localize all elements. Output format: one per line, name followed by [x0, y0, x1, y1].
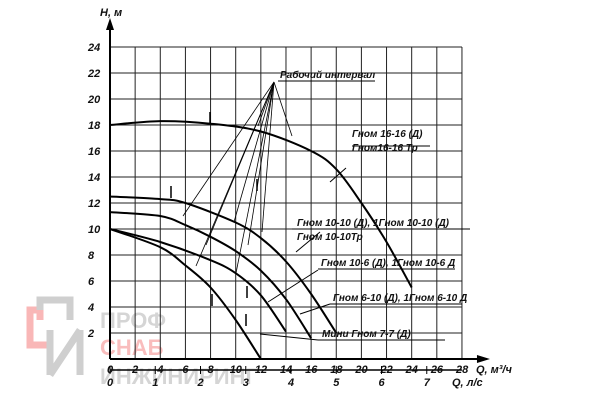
- y-tick-label: 18: [88, 120, 101, 132]
- x-tick-label: 8: [208, 364, 215, 376]
- x-tick-label: 28: [455, 364, 469, 376]
- curve-label: Гном 6-10 (Д), 1Гном 6-10 Д: [333, 293, 467, 304]
- x2-tick-label: 3: [243, 377, 249, 389]
- working-interval-leader: [273, 81, 293, 137]
- x-tick-label: 24: [405, 364, 418, 376]
- curve-gnom-6-10: [109, 228, 287, 333]
- watermark-line1: ПРОФ: [100, 308, 166, 333]
- y-axis-arrow: [106, 18, 114, 30]
- watermark-logo: ПРОФ СНАБ ИНЖИНИРИНГ: [26, 296, 258, 389]
- leader-line: [259, 333, 319, 341]
- grid: [110, 46, 463, 359]
- curves: [109, 120, 413, 360]
- y-tick-label: 14: [88, 172, 100, 184]
- x-axis-arrow: [476, 355, 490, 363]
- x-tick-label: 26: [430, 364, 444, 376]
- x-tick-label: 6: [182, 364, 189, 376]
- curve-label: Гном 10-10Тр: [297, 232, 363, 243]
- watermark-line3: ИНЖИНИРИНГ: [100, 364, 258, 389]
- y-tick-label: 6: [88, 276, 95, 288]
- y-axis-label: H, м: [100, 7, 122, 19]
- x-tick-label: 16: [305, 364, 318, 376]
- working-interval-leader: [235, 81, 275, 274]
- y-tick-label: 8: [88, 250, 95, 262]
- working-interval-leader: [195, 81, 275, 267]
- curve-gnom-16-16: [109, 120, 413, 288]
- axes: H, м246810121416182022240246810121416182…: [87, 7, 512, 389]
- working-interval-leader: [257, 81, 275, 127]
- x-tick-label: 18: [330, 364, 343, 376]
- x-tick-label: 2: [131, 364, 138, 376]
- x-tick-label: 22: [380, 364, 393, 376]
- leader-line: [299, 303, 331, 315]
- x-tick-label: 10: [230, 364, 243, 376]
- y-tick-label: 2: [87, 328, 94, 340]
- working-interval-leader: [182, 81, 275, 217]
- annotations: Гном 16-16 (Д) Гном16-16 Тр Гном 10-10 (Д)…: [170, 69, 470, 341]
- curve-label: Гном 10-6 (Д), 1Гном 10-6 Д: [321, 258, 455, 269]
- x2-tick-label: 2: [197, 377, 204, 389]
- curve-gnom-10-6: [109, 211, 312, 339]
- x2-tick-label: 7: [424, 377, 431, 389]
- y-tick-label: 22: [87, 68, 100, 80]
- y-tick-label: 16: [88, 146, 101, 158]
- working-interval-leader: [247, 81, 275, 246]
- working-interval-leader: [233, 81, 275, 223]
- y-tick-label: 12: [88, 198, 100, 210]
- x2-tick-label: 0: [107, 377, 114, 389]
- curve-label: Гном 10-10 (Д), 1Гном 10-10 (Д): [297, 218, 450, 229]
- leader-line: [267, 269, 319, 303]
- working-interval-leader: [261, 81, 275, 233]
- leader-line: [329, 167, 347, 183]
- y-tick-label: 24: [87, 42, 100, 54]
- curve-label: Гном 16-16 (Д): [352, 129, 423, 140]
- curve-gnom-10-10: [109, 195, 338, 334]
- x2-axis-label: Q, л/с: [452, 377, 483, 389]
- x2-tick-label: 6: [379, 377, 386, 389]
- x2-tick-label: 4: [287, 377, 294, 389]
- curve-label: Гном16-16 Тр: [352, 143, 418, 154]
- working-interval-label: Рабочий интервал: [280, 69, 376, 81]
- x2-tick-label: 1: [152, 377, 158, 389]
- x-tick-label: 4: [156, 364, 163, 376]
- curve-mini-gnom-7-7: [109, 228, 262, 360]
- x-tick-label: 14: [280, 364, 292, 376]
- leader-line: [295, 231, 321, 253]
- y-tick-label: 10: [88, 224, 101, 236]
- y-tick-label: 4: [87, 302, 94, 314]
- x-tick-label: 12: [255, 364, 267, 376]
- x-axis-label: Q, м³/ч: [476, 364, 513, 376]
- x2-tick-label: 5: [333, 377, 340, 389]
- y-tick-label: 20: [87, 94, 101, 106]
- x-tick-label: 20: [354, 364, 368, 376]
- curve-label: Мини Гном 7-7 (Д): [322, 329, 411, 340]
